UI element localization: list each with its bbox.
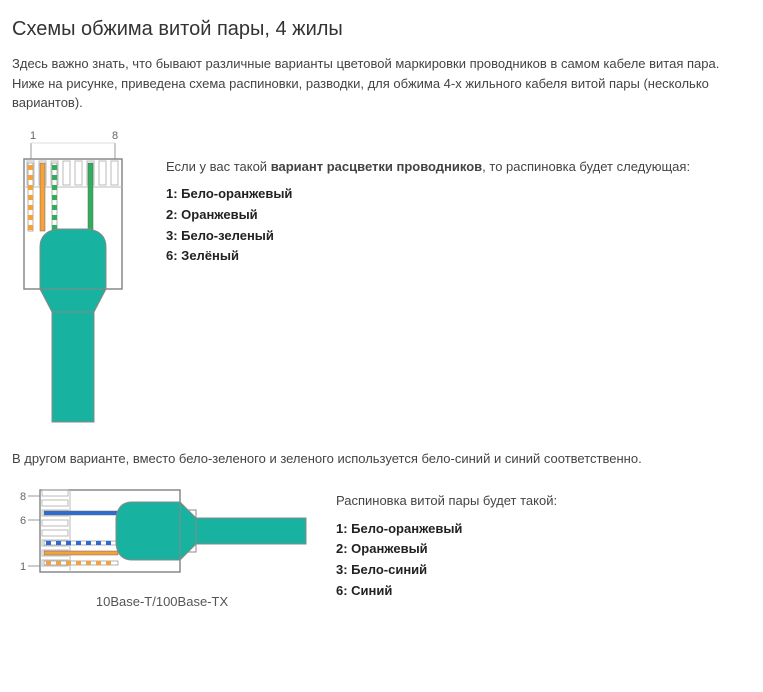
pin-item: 1: Бело-оранжевый [336,519,751,540]
variant-2-diagram-wrap: 8 6 1 10Base-T/100Base-TX [12,482,312,611]
variant-1-desc: Если у вас такой вариант расцветки прово… [166,127,751,268]
standard-label: 10Base-T/100Base-TX [12,592,312,612]
page-title: Схемы обжима витой пары, 4 жилы [12,14,751,44]
pin-item: 1: Бело-оранжевый [166,184,751,205]
variant1-lead-b: вариант расцветки проводников [271,159,482,174]
variant2-lead: Распиновка витой пары будет такой: [336,493,557,508]
variant-1-pins: 1: Бело-оранжевый 2: Оранжевый 3: Бело-з… [166,184,751,267]
pin-label-8h: 8 [20,491,26,503]
cable-tail [52,312,94,422]
variant-1-row: 1 8 Если у вас такой вариант расцветки п… [12,127,751,427]
variant-2-desc: Распиновка витой пары будет такой: 1: Бе… [336,491,751,602]
transition-paragraph: В другом варианте, вместо бело-зеленого … [12,449,751,469]
rj45-diagram-vertical: 1 8 [12,127,142,427]
cable-tail-h [196,518,306,544]
pin-item: 2: Оранжевый [336,539,751,560]
variant-2-pins: 1: Бело-оранжевый 2: Оранжевый 3: Бело-с… [336,519,751,602]
pin-item: 3: Бело-синий [336,560,751,581]
variant1-lead-a: Если у вас такой [166,159,271,174]
variant-2-row: 8 6 1 10Base-T/100Base-TX Распиновка вит… [12,482,751,611]
pin-label-1: 1 [30,130,36,142]
pin-label-1h: 1 [20,561,26,573]
cable-sheath-h [116,502,180,560]
pin-slots [24,161,122,231]
intro-paragraph: Здесь важно знать, что бывают различные … [12,54,751,113]
pin-item: 2: Оранжевый [166,205,751,226]
cable-sheath-top [40,229,106,289]
pin-item: 6: Синий [336,581,751,602]
pin-label-8: 8 [112,130,118,142]
pin-label-6h: 6 [20,515,26,527]
pin-item: 3: Бело-зеленый [166,226,751,247]
pin-item: 6: Зелёный [166,246,751,267]
variant1-lead-c: , то распиновка будет следующая: [482,159,690,174]
rj45-diagram-horizontal: 8 6 1 [12,482,312,582]
